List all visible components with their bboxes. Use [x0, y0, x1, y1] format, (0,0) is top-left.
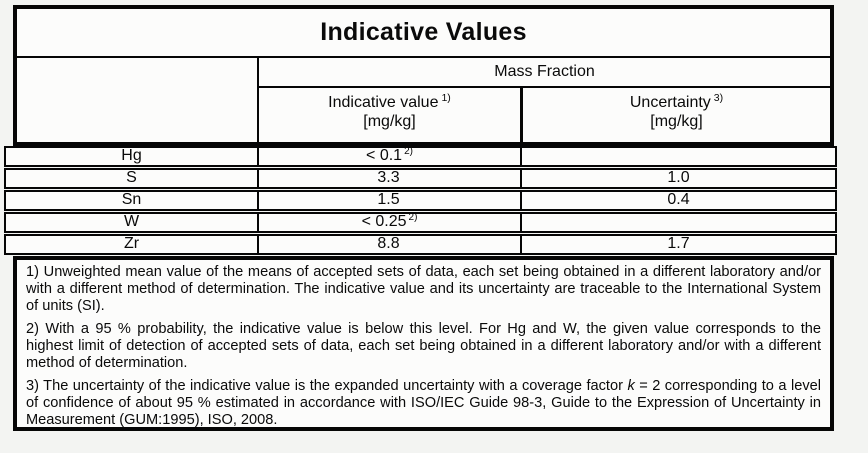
corner-cell	[17, 58, 257, 142]
column-header-uncertainty: Uncertainty 3) [mg/kg]	[520, 88, 830, 142]
column-header-unit: [mg/kg]	[363, 113, 416, 130]
indicative-value-cell: 1.5	[257, 192, 520, 209]
group-header-mass-fraction: Mass Fraction	[257, 58, 830, 88]
footnote-ref-3: 3)	[713, 91, 724, 104]
column-header-unit: [mg/kg]	[650, 113, 703, 130]
table-row-sn: Sn 1.5 0.4	[4, 190, 837, 211]
table-row-zr: Zr 8.8 1.7	[4, 234, 837, 255]
indicative-value-cell: 3.3	[257, 170, 520, 187]
column-header-grid: Mass Fraction Indicative value 1) [mg/kg]…	[17, 58, 830, 142]
coverage-factor-k: k	[627, 378, 635, 394]
footnote-1: 1) Unweighted mean value of the means of…	[26, 264, 821, 314]
column-header-label: Indicative value 1)	[328, 91, 451, 111]
footnotes-box: 1) Unweighted mean value of the means of…	[13, 256, 834, 431]
table-header-box: Indicative Values Mass Fraction Indicati…	[13, 5, 834, 146]
column-header-indicative-value: Indicative value 1) [mg/kg]	[257, 88, 520, 142]
table-row-w: W < 0.25 2)	[4, 212, 837, 233]
element-symbol: S	[126, 169, 137, 186]
footnote-ref-2: 2)	[404, 145, 413, 157]
uncertainty-cell: 1.7	[520, 236, 835, 253]
table-row-hg: Hg < 0.1 2)	[4, 146, 837, 167]
footnote-2: 2) With a 95 % probability, the indicati…	[26, 321, 821, 371]
uncertainty-cell: 1.0	[520, 170, 835, 187]
table-row-s: S 3.3 1.0	[4, 168, 837, 189]
uncertainty-cell	[520, 148, 835, 165]
indicative-value-cell: < 0.1 2)	[257, 145, 520, 165]
element-symbol: W	[123, 213, 140, 230]
uncertainty-cell: 0.4	[520, 192, 835, 209]
column-header-label: Uncertainty 3)	[629, 91, 724, 111]
indicative-value-cell: 8.8	[257, 236, 520, 253]
indicative-value-cell: < 0.25 2)	[257, 211, 520, 231]
data-table: Hg < 0.1 2) S 3.3 1.0 Sn 1.5 0.4 W < 0.25…	[4, 146, 837, 255]
footnote-3: 3) The uncertainty of the indicative val…	[26, 378, 821, 428]
footnote-ref-2: 2)	[408, 211, 418, 223]
element-symbol: Sn	[121, 191, 142, 208]
page-title: Indicative Values	[17, 9, 830, 58]
element-symbol: Zr	[123, 235, 140, 252]
uncertainty-cell	[520, 214, 835, 231]
footnote-ref-1: 1)	[441, 91, 451, 104]
element-symbol: Hg	[121, 147, 142, 164]
